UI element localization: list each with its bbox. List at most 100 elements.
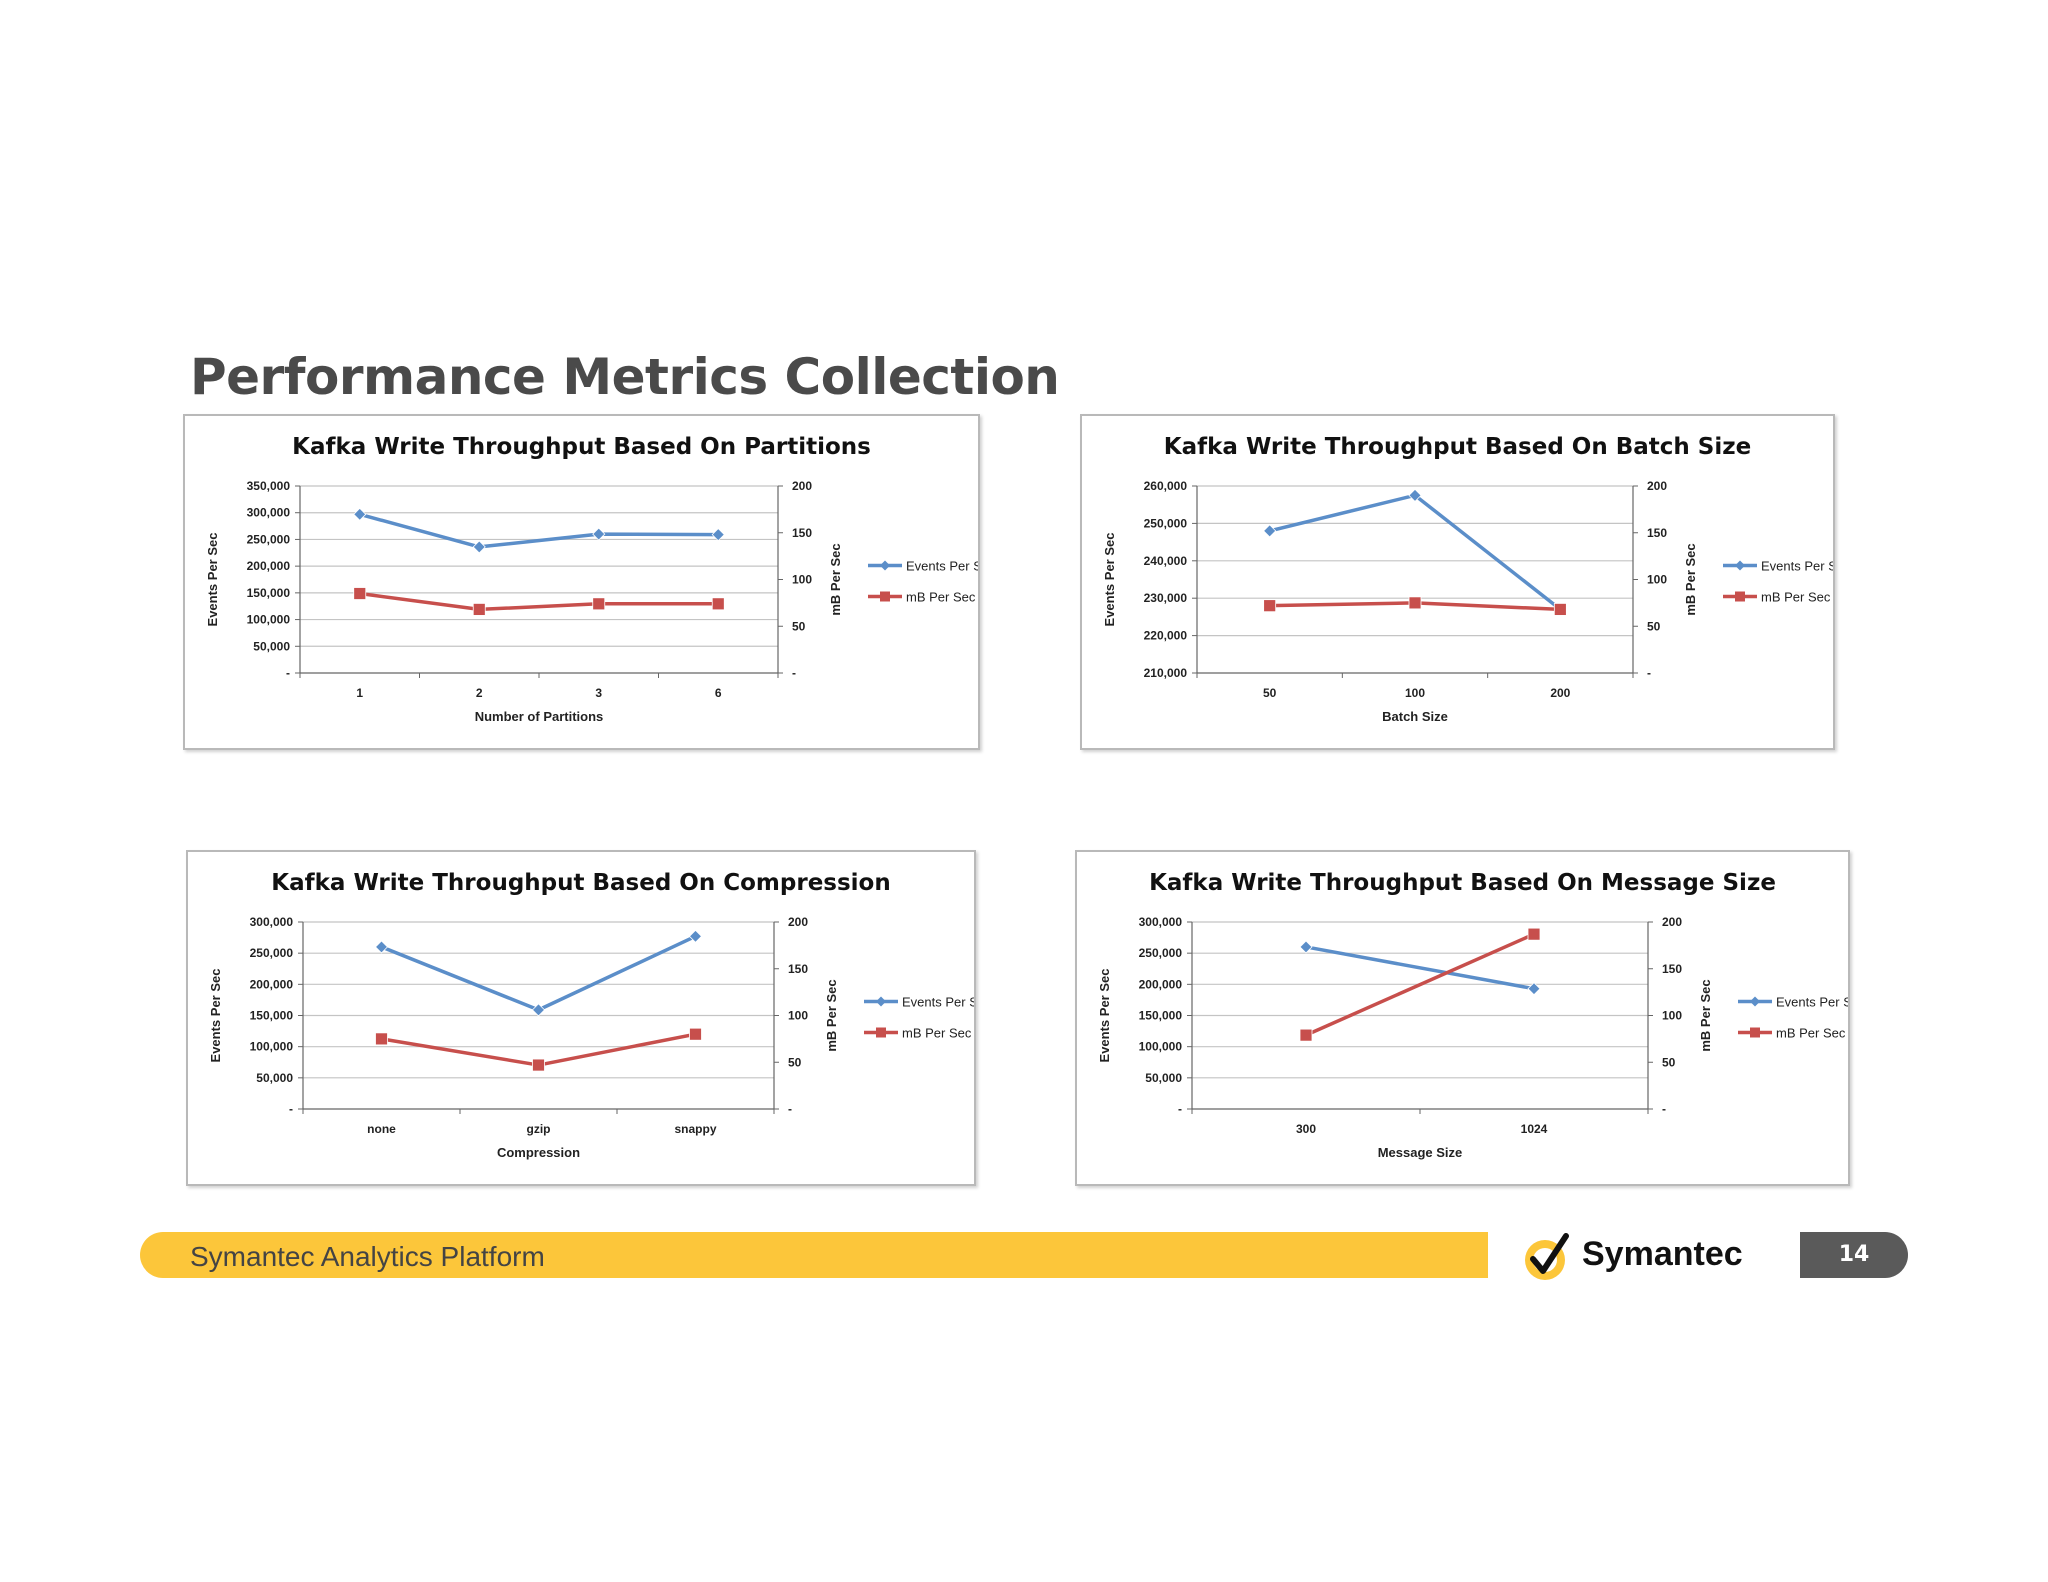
y2-tick-label: - [1662,1102,1666,1116]
chart-svg: Kafka Write Throughput Based On Batch Si… [1102,434,1833,724]
data-point [592,527,606,541]
chart-title: Kafka Write Throughput Based On Message … [1149,870,1776,896]
y2-tick-label: - [792,666,796,680]
y2-tick-label: 150 [1662,962,1682,976]
data-point [374,940,389,954]
data-point [1527,927,1541,941]
y2-axis-label: mB Per Sec [828,543,843,615]
x-tick-label: gzip [527,1122,551,1136]
x-tick-label: none [367,1122,396,1136]
data-point [531,1003,546,1017]
footer-bar: Symantec Analytics Platform [140,1232,1488,1278]
y2-axis-label: mB Per Sec [824,979,839,1051]
y2-tick-label: 100 [792,573,812,587]
y-tick-label: 220,000 [1144,629,1188,643]
y-tick-label: 200,000 [250,977,294,991]
data-point [353,507,367,521]
series-line [1305,945,1535,991]
chart-message-size: Kafka Write Throughput Based On Message … [1075,850,1850,1186]
y-tick-label: 230,000 [1144,591,1188,605]
y2-axis-label: mB Per Sec [1683,543,1698,615]
x-axis-label: Batch Size [1382,709,1448,724]
legend-label: Events Per Sec [902,995,974,1010]
chart-title: Kafka Write Throughput Based On Partitio… [292,434,871,460]
legend-label: mB Per Sec [906,590,976,605]
y2-tick-label: 100 [1647,573,1667,587]
x-tick-label: snappy [674,1122,716,1136]
y2-tick-label: 200 [1647,479,1667,493]
data-point [1299,940,1313,954]
y2-tick-label: 150 [788,962,808,976]
y-tick-label: 150,000 [247,586,291,600]
y-tick-label: - [286,666,290,680]
data-point [353,587,367,600]
series-line [380,934,697,1012]
y-axis-label: Events Per Sec [205,533,220,627]
x-axis-label: Compression [497,1145,580,1160]
chart-svg: Kafka Write Throughput Based On Partitio… [205,434,978,724]
y-tick-label: - [1178,1102,1182,1116]
y2-tick-label: - [1647,666,1651,680]
x-tick-label: 2 [476,686,483,700]
y2-tick-label: 200 [1662,915,1682,929]
y-tick-label: 150,000 [1139,1009,1183,1023]
y-tick-label: 300,000 [250,915,294,929]
y-axis-label: Events Per Sec [1097,969,1112,1063]
symantec-logo: Symantec [1518,1226,1778,1286]
data-point [1408,488,1422,502]
data-point [472,603,486,616]
y2-tick-label: 150 [1647,526,1667,540]
legend-label: Events Per Sec. [906,559,978,574]
y2-tick-label: 50 [1662,1055,1676,1069]
x-tick-label: 3 [595,686,602,700]
y-tick-label: 300,000 [1139,915,1183,929]
y-tick-label: 50,000 [1145,1071,1182,1085]
x-tick-label: 6 [715,686,722,700]
chart-svg: Kafka Write Throughput Based On Message … [1097,870,1848,1160]
y2-tick-label: 200 [788,915,808,929]
data-point [711,528,725,542]
x-tick-label: 100 [1405,686,1425,700]
y-tick-label: 50,000 [256,1071,293,1085]
data-point [472,540,486,554]
logo-wordmark: Symantec [1582,1235,1743,1273]
data-point [1299,1028,1313,1042]
data-point [688,929,703,943]
series-line [359,591,719,612]
y2-tick-label: 150 [792,526,812,540]
legend-marker [1750,1027,1760,1038]
legend-label: Events Per Sec. [1776,995,1848,1010]
y2-tick-label: 50 [1647,619,1661,633]
series-line [1305,932,1535,1037]
data-point [1263,599,1277,613]
y-axis-label: Events Per Sec [1102,533,1117,627]
y2-axis-label: mB Per Sec [1698,979,1713,1051]
y2-tick-label: 50 [788,1055,802,1069]
y2-tick-label: 50 [792,619,806,633]
legend-marker [1735,591,1745,602]
series-line [359,512,719,549]
data-point [689,1027,702,1041]
chart-svg: Kafka Write Throughput Based On Compress… [208,870,974,1160]
y-tick-label: 150,000 [250,1009,294,1023]
legend-label: mB Per Sec [1776,1026,1846,1041]
x-tick-label: 1024 [1521,1122,1548,1136]
data-point [711,597,725,611]
x-tick-label: 50 [1263,686,1277,700]
y-tick-label: 100,000 [1139,1040,1183,1054]
data-point [1527,982,1541,996]
x-tick-label: 300 [1296,1122,1316,1136]
x-tick-label: 1 [356,686,363,700]
legend-marker [1750,996,1760,1007]
data-point [1408,596,1422,610]
legend-label: mB Per Sec [902,1026,972,1041]
y2-tick-label: 100 [1662,1009,1682,1023]
y-tick-label: 250,000 [1139,946,1183,960]
y-tick-label: 50,000 [253,639,290,653]
y-tick-label: 250,000 [250,946,294,960]
y-tick-label: 200,000 [1139,977,1183,991]
y-tick-label: 100,000 [250,1040,294,1054]
legend-label: Events Per Sec. [1761,559,1833,574]
chart-partitions: Kafka Write Throughput Based On Partitio… [183,414,980,750]
y2-tick-label: - [788,1102,792,1116]
